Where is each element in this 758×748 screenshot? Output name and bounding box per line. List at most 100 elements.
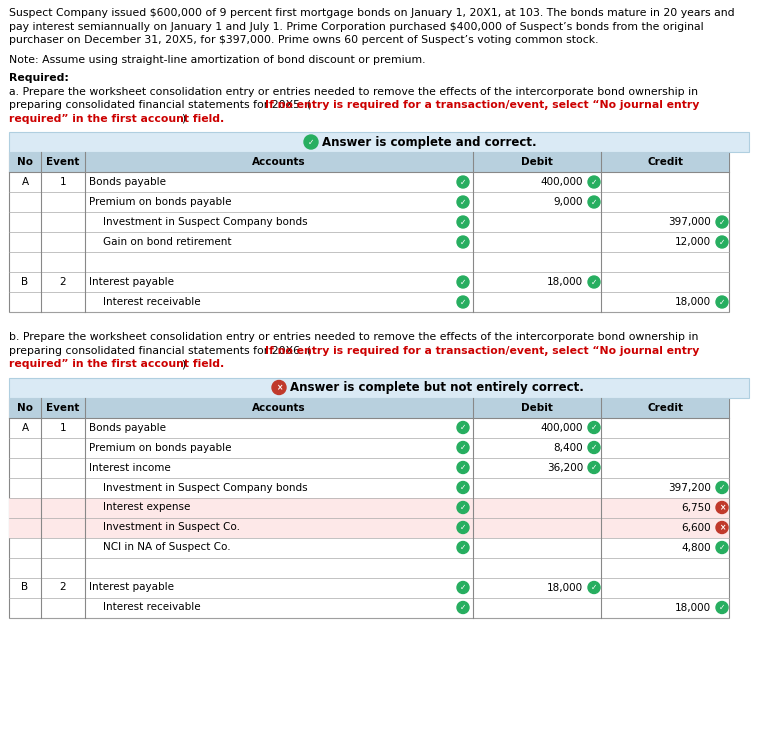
Text: ✓: ✓ xyxy=(590,463,597,472)
FancyBboxPatch shape xyxy=(9,152,729,312)
Text: ): ) xyxy=(181,359,185,369)
Circle shape xyxy=(457,482,469,494)
Text: 400,000: 400,000 xyxy=(540,177,583,187)
Text: Interest receivable: Interest receivable xyxy=(103,297,201,307)
Text: b. Prepare the worksheet consolidation entry or entries needed to remove the eff: b. Prepare the worksheet consolidation e… xyxy=(9,332,698,342)
Text: ✓: ✓ xyxy=(460,177,466,186)
Text: ✓: ✓ xyxy=(590,443,597,452)
Circle shape xyxy=(716,296,728,308)
FancyBboxPatch shape xyxy=(9,497,729,518)
Text: Premium on bonds payable: Premium on bonds payable xyxy=(89,197,231,207)
FancyBboxPatch shape xyxy=(9,397,729,417)
Circle shape xyxy=(457,501,469,513)
Circle shape xyxy=(457,601,469,613)
Text: ✓: ✓ xyxy=(719,218,725,227)
Text: ✓: ✓ xyxy=(460,503,466,512)
Text: 6,600: 6,600 xyxy=(681,523,711,533)
Text: Bonds payable: Bonds payable xyxy=(89,423,166,432)
Text: Interest income: Interest income xyxy=(89,462,171,473)
Text: ✓: ✓ xyxy=(460,523,466,532)
Text: Accounts: Accounts xyxy=(252,402,305,412)
Text: Accounts: Accounts xyxy=(252,157,305,167)
Circle shape xyxy=(716,601,728,613)
Text: 2: 2 xyxy=(60,583,66,592)
Circle shape xyxy=(457,276,469,288)
Text: 12,000: 12,000 xyxy=(675,237,711,247)
Text: 397,000: 397,000 xyxy=(669,217,711,227)
Text: ✓: ✓ xyxy=(590,177,597,186)
Text: Premium on bonds payable: Premium on bonds payable xyxy=(89,443,231,453)
Text: 1: 1 xyxy=(60,423,66,432)
Text: ✓: ✓ xyxy=(460,423,466,432)
Circle shape xyxy=(457,441,469,453)
Text: ✓: ✓ xyxy=(460,278,466,286)
Text: ✓: ✓ xyxy=(460,218,466,227)
Text: B: B xyxy=(21,583,29,592)
Text: Event: Event xyxy=(46,157,80,167)
Text: 397,200: 397,200 xyxy=(668,482,711,492)
Text: 4,800: 4,800 xyxy=(681,542,711,553)
Text: Investment in Suspect Company bonds: Investment in Suspect Company bonds xyxy=(103,217,308,227)
Circle shape xyxy=(588,422,600,434)
Text: Interest receivable: Interest receivable xyxy=(103,602,201,613)
Text: 6,750: 6,750 xyxy=(681,503,711,512)
Text: ✓: ✓ xyxy=(460,583,466,592)
Text: ✓: ✓ xyxy=(460,238,466,247)
Text: Investment in Suspect Co.: Investment in Suspect Co. xyxy=(103,523,240,533)
Text: Debit: Debit xyxy=(521,402,553,412)
Circle shape xyxy=(457,521,469,533)
Text: Interest payable: Interest payable xyxy=(89,277,174,287)
Text: ✓: ✓ xyxy=(719,543,725,552)
Text: ×: × xyxy=(719,503,725,512)
Text: Note: Assume using straight-line amortization of bond discount or premium.: Note: Assume using straight-line amortiz… xyxy=(9,55,425,64)
Circle shape xyxy=(457,581,469,593)
Circle shape xyxy=(457,296,469,308)
Text: Credit: Credit xyxy=(647,157,683,167)
Text: purchaser on December 31, 20X5, for $397,000. Prime owns 60 percent of Suspect’s: purchaser on December 31, 20X5, for $397… xyxy=(9,35,599,45)
Text: 1: 1 xyxy=(60,177,66,187)
Text: Gain on bond retirement: Gain on bond retirement xyxy=(103,237,231,247)
Text: ×: × xyxy=(276,383,282,392)
Text: 2: 2 xyxy=(60,277,66,287)
FancyBboxPatch shape xyxy=(9,152,729,172)
Text: 9,000: 9,000 xyxy=(553,197,583,207)
Text: ✓: ✓ xyxy=(460,543,466,552)
Circle shape xyxy=(716,521,728,533)
Text: Answer is complete and correct.: Answer is complete and correct. xyxy=(322,135,537,149)
Text: ✓: ✓ xyxy=(460,443,466,452)
Text: NCI in NA of Suspect Co.: NCI in NA of Suspect Co. xyxy=(103,542,230,553)
Circle shape xyxy=(588,462,600,473)
Text: ✓: ✓ xyxy=(460,197,466,206)
Circle shape xyxy=(457,216,469,228)
Text: Answer is complete but not entirely correct.: Answer is complete but not entirely corr… xyxy=(290,381,584,394)
Text: preparing consolidated financial statements for 20X5. (: preparing consolidated financial stateme… xyxy=(9,100,311,110)
Text: No: No xyxy=(17,402,33,412)
Circle shape xyxy=(588,176,600,188)
Circle shape xyxy=(272,381,286,394)
Circle shape xyxy=(304,135,318,149)
FancyBboxPatch shape xyxy=(9,378,749,397)
Circle shape xyxy=(716,501,728,513)
Text: pay interest semiannually on January 1 and July 1. Prime Corporation purchased $: pay interest semiannually on January 1 a… xyxy=(9,22,703,31)
Text: Debit: Debit xyxy=(521,157,553,167)
Text: Event: Event xyxy=(46,402,80,412)
Text: ✓: ✓ xyxy=(719,603,725,612)
Text: Interest payable: Interest payable xyxy=(89,583,174,592)
Text: ✓: ✓ xyxy=(719,238,725,247)
Text: ✓: ✓ xyxy=(719,298,725,307)
Text: preparing consolidated financial statements for 20X6. (: preparing consolidated financial stateme… xyxy=(9,346,311,355)
Text: No: No xyxy=(17,157,33,167)
Circle shape xyxy=(457,176,469,188)
FancyBboxPatch shape xyxy=(9,132,749,152)
Circle shape xyxy=(588,581,600,593)
Text: Suspect Company issued $600,000 of 9 percent first mortgage bonds on January 1, : Suspect Company issued $600,000 of 9 per… xyxy=(9,8,735,18)
Circle shape xyxy=(588,276,600,288)
Circle shape xyxy=(716,482,728,494)
Text: ✓: ✓ xyxy=(590,583,597,592)
Text: ✓: ✓ xyxy=(460,603,466,612)
Text: If no entry is required for a transaction/event, select “No journal entry: If no entry is required for a transactio… xyxy=(265,100,699,110)
Text: Required:: Required: xyxy=(9,73,69,83)
Text: ✓: ✓ xyxy=(460,483,466,492)
Circle shape xyxy=(457,422,469,434)
Text: a. Prepare the worksheet consolidation entry or entries needed to remove the eff: a. Prepare the worksheet consolidation e… xyxy=(9,87,698,96)
